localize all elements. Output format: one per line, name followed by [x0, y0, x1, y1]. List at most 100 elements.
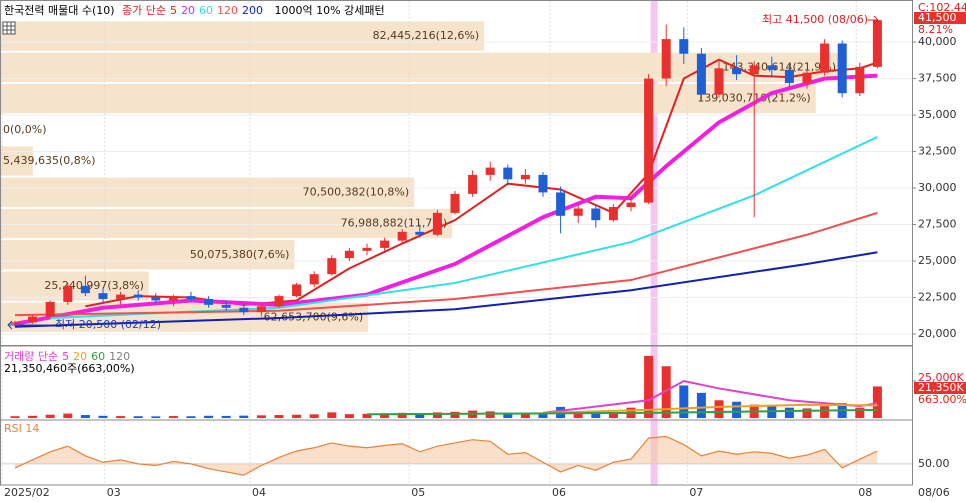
candle-body — [344, 250, 354, 259]
last-price-box — [914, 12, 966, 24]
candle-body — [732, 68, 742, 75]
candle-body — [221, 304, 231, 308]
candle-body — [626, 202, 636, 208]
volume-bar — [221, 415, 231, 418]
candle-body — [802, 72, 812, 83]
volume-ma-line — [366, 408, 878, 416]
candle-body — [714, 68, 724, 95]
candle-body — [80, 285, 90, 294]
ma-title: 종가 단순 — [122, 4, 167, 17]
volume-bar — [696, 392, 706, 418]
volume-last-box — [914, 382, 966, 394]
volume-bar — [45, 414, 55, 418]
volume-bar — [415, 414, 425, 418]
volume-bar — [432, 412, 442, 418]
grid-icon-lines — [3, 22, 15, 34]
legend-entry: 200 — [242, 4, 264, 17]
profile-label: 5,439,635(0,8%) — [3, 154, 96, 167]
candle-body — [63, 285, 73, 302]
profile-bar — [1, 177, 415, 207]
volume-bar — [503, 412, 513, 418]
volume-bar — [784, 407, 794, 418]
candle-body — [450, 193, 460, 213]
candle-body — [45, 301, 55, 317]
y-tick-label: 22,500 — [918, 291, 957, 304]
volume-bar — [28, 415, 38, 418]
volume-bar — [168, 416, 178, 418]
candle-body — [10, 322, 20, 324]
rsi-title: RSI 14 — [2, 422, 42, 435]
volume-bar — [732, 401, 742, 418]
volume-bar — [133, 416, 143, 418]
volume-bar — [820, 406, 830, 418]
background-layer — [1, 1, 912, 485]
candle-body — [116, 294, 126, 300]
grid-icon[interactable] — [2, 21, 16, 35]
volume-bar — [450, 411, 460, 418]
y-tick-label: 30,000 — [918, 181, 957, 194]
candle-body — [362, 247, 372, 251]
candle-body — [661, 39, 671, 79]
volume-bar — [485, 411, 495, 418]
y-tick-label: 20,000 — [918, 327, 957, 340]
candle-body — [432, 212, 442, 235]
y-tick-label: 25,000K — [918, 371, 964, 384]
volume-bar — [274, 415, 284, 418]
volume-bar — [327, 412, 337, 418]
legend-entry: 60 — [91, 350, 106, 363]
foreground-layer: 62,653,700(9,6%)25,240,997(3,8%)50,075,3… — [3, 1, 966, 499]
rsi-area — [15, 436, 878, 476]
price-header: 한국전력 매물대 수(10) 종가 단순 5 20 60 120 200 1000억 10… — [2, 2, 391, 18]
candle-body — [644, 78, 654, 203]
x-tick-label: 07 — [689, 486, 703, 499]
candle-body — [556, 192, 566, 216]
candle-body — [292, 284, 302, 297]
profile-bar — [1, 83, 816, 114]
candle-body — [168, 296, 178, 301]
candle-body — [784, 69, 794, 83]
volume-bar — [204, 415, 214, 418]
legend-entry: 5 — [170, 4, 178, 17]
ma-legend: 5 20 60 120 200 — [170, 4, 267, 17]
candle-body — [520, 174, 530, 180]
volume-title: 거래량 단순 — [4, 350, 59, 363]
low-arrow — [7, 320, 50, 330]
volume-bar — [344, 414, 354, 418]
volume-bar — [80, 415, 90, 418]
candle-body — [204, 299, 214, 305]
volume-bar — [872, 386, 882, 418]
last-price-label: 41,500 — [918, 11, 957, 24]
candle-body — [133, 294, 143, 298]
chart-title: 한국전력 매물대 수(10) — [4, 4, 115, 17]
profile-bar — [1, 208, 453, 239]
y-tick-label: 27,500 — [918, 218, 957, 231]
profile-label: 0(0,0%) — [3, 123, 47, 136]
profile-label: 82,445,216(12,6%) — [373, 29, 480, 42]
profile-bar — [1, 21, 485, 51]
y-tick-label: 37,500 — [918, 72, 957, 85]
candle-body — [503, 167, 513, 180]
volume-bar — [855, 407, 865, 418]
profile-label: 70,500,382(10,8%) — [303, 185, 410, 198]
candle-body — [485, 167, 495, 175]
legend-entry: 5 — [62, 350, 70, 363]
volume-bar — [151, 416, 161, 418]
volume-header: 거래량 단순 5 20 60 120 — [2, 348, 141, 364]
candle-body — [749, 65, 759, 75]
candle-body — [274, 296, 284, 307]
volume-bar — [661, 366, 671, 418]
candle-body — [608, 207, 618, 221]
candle-body — [468, 174, 478, 194]
candle-body — [837, 43, 847, 94]
change-pct: 8.21% — [918, 23, 953, 36]
candle-body — [239, 307, 249, 313]
profile-bar — [1, 240, 295, 270]
x-tick-label: 2025/02 — [4, 486, 50, 499]
legend-entry: 20 — [73, 350, 88, 363]
profile-label: 76,988,882(11,7%) — [341, 217, 448, 230]
high-label: 최고 41,500 (08/06) — [762, 13, 868, 26]
x-tick-label: 05 — [411, 486, 425, 499]
candle-body — [696, 53, 706, 95]
volume-bar — [256, 415, 266, 418]
candle-body — [591, 208, 601, 221]
